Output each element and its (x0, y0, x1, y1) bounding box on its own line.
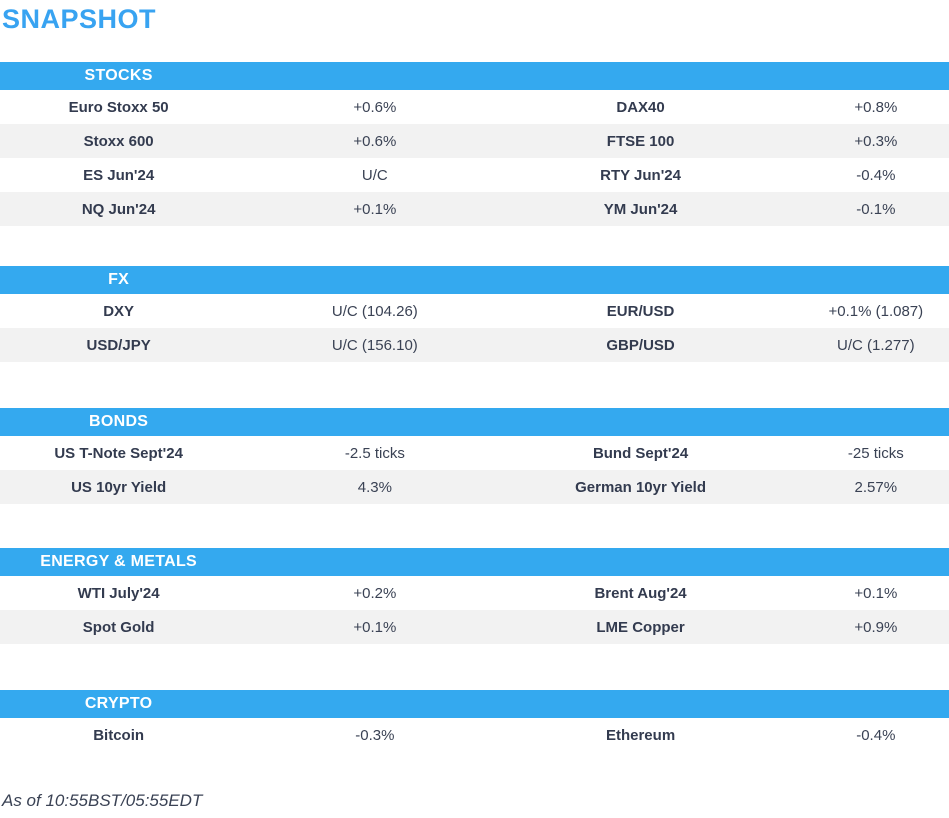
instrument-name: NQ Jun'24 (81, 200, 156, 218)
instrument-name: EUR/USD (606, 302, 675, 320)
instrument-name: Euro Stoxx 50 (68, 98, 169, 116)
instrument-value: +0.1% (353, 618, 397, 636)
instrument-name: German 10yr Yield (575, 478, 707, 496)
instrument-name: US 10yr Yield (71, 478, 167, 496)
instrument-value: -0.4% (856, 726, 896, 744)
section-fx: FX DXY U/C (104.26) EUR/USD +0.1% (1.087… (0, 266, 949, 362)
instrument-name: WTI July'24 (77, 584, 160, 602)
snapshot-page: SNAPSHOT STOCKS Euro Stoxx 50 +0.6% DAX4… (0, 4, 949, 818)
instrument-value: -25 ticks (847, 444, 904, 462)
table-row: USD/JPY U/C (156.10) GBP/USD U/C (1.277) (0, 328, 949, 362)
table-row: US 10yr Yield 4.3% German 10yr Yield 2.5… (0, 470, 949, 504)
section-header-label: CRYPTO (84, 695, 153, 712)
instrument-name: GBP/USD (606, 336, 675, 354)
instrument-value: +0.6% (353, 132, 397, 150)
instrument-value: 4.3% (357, 478, 392, 496)
table-row: Spot Gold +0.1% LME Copper +0.9% (0, 610, 949, 644)
section-header-label: ENERGY & METALS (40, 553, 198, 570)
instrument-name: DAX40 (616, 98, 665, 116)
instrument-value: +0.9% (854, 618, 898, 636)
section-header-label: STOCKS (84, 67, 153, 84)
section-stocks: STOCKS Euro Stoxx 50 +0.6% DAX40 +0.8% S… (0, 62, 949, 226)
table-row: NQ Jun'24 +0.1% YM Jun'24 -0.1% (0, 192, 949, 226)
instrument-name: USD/JPY (86, 336, 151, 354)
instrument-value: +0.2% (353, 584, 397, 602)
instrument-name: LME Copper (596, 618, 685, 636)
section-header-bonds: BONDS (0, 408, 949, 436)
timestamp-note: As of 10:55BST/05:55EDT (2, 791, 203, 810)
instrument-value: +0.6% (353, 98, 397, 116)
section-bonds: BONDS US T-Note Sept'24 -2.5 ticks Bund … (0, 408, 949, 504)
table-row: DXY U/C (104.26) EUR/USD +0.1% (1.087) (0, 294, 949, 328)
instrument-value: +0.8% (854, 98, 898, 116)
instrument-name: Brent Aug'24 (594, 584, 687, 602)
table-row: Stoxx 600 +0.6% FTSE 100 +0.3% (0, 124, 949, 158)
instrument-value: -0.1% (856, 200, 896, 218)
instrument-name: ES Jun'24 (83, 166, 155, 184)
section-header-label: FX (108, 271, 130, 288)
instrument-name: Bitcoin (93, 726, 145, 744)
instrument-name: US T-Note Sept'24 (54, 444, 183, 462)
section-header-fx: FX (0, 266, 949, 294)
instrument-value: +0.1% (854, 584, 898, 602)
instrument-value: U/C (1.277) (837, 336, 915, 354)
section-energy-metals: ENERGY & METALS WTI July'24 +0.2% Brent … (0, 548, 949, 644)
instrument-name: RTY Jun'24 (600, 166, 681, 184)
table-row: US T-Note Sept'24 -2.5 ticks Bund Sept'2… (0, 436, 949, 470)
instrument-name: Bund Sept'24 (592, 444, 689, 462)
section-header-stocks: STOCKS (0, 62, 949, 90)
table-row: Euro Stoxx 50 +0.6% DAX40 +0.8% (0, 90, 949, 124)
page-title: SNAPSHOT (2, 4, 157, 34)
section-crypto: CRYPTO Bitcoin -0.3% Ethereum -0.4% (0, 690, 949, 752)
instrument-name: YM Jun'24 (603, 200, 678, 218)
instrument-value: U/C (104.26) (331, 302, 418, 320)
instrument-name: Ethereum (605, 726, 676, 744)
table-row: WTI July'24 +0.2% Brent Aug'24 +0.1% (0, 576, 949, 610)
section-header-crypto: CRYPTO (0, 690, 949, 718)
instrument-value: -2.5 ticks (344, 444, 405, 462)
instrument-value: -0.4% (856, 166, 896, 184)
instrument-name: Stoxx 600 (83, 132, 154, 150)
instrument-value: 2.57% (854, 478, 898, 496)
instrument-value: +0.1% (353, 200, 397, 218)
instrument-name: FTSE 100 (606, 132, 675, 150)
instrument-value: +0.1% (1.087) (828, 302, 924, 320)
instrument-value: U/C (156.10) (331, 336, 418, 354)
table-row: Bitcoin -0.3% Ethereum -0.4% (0, 718, 949, 752)
instrument-name: Spot Gold (82, 618, 155, 636)
instrument-value: -0.3% (355, 726, 395, 744)
section-header-energy-metals: ENERGY & METALS (0, 548, 949, 576)
instrument-value: +0.3% (854, 132, 898, 150)
table-row: ES Jun'24 U/C RTY Jun'24 -0.4% (0, 158, 949, 192)
section-header-label: BONDS (88, 413, 149, 430)
instrument-name: DXY (103, 302, 135, 320)
instrument-value: U/C (361, 166, 388, 184)
